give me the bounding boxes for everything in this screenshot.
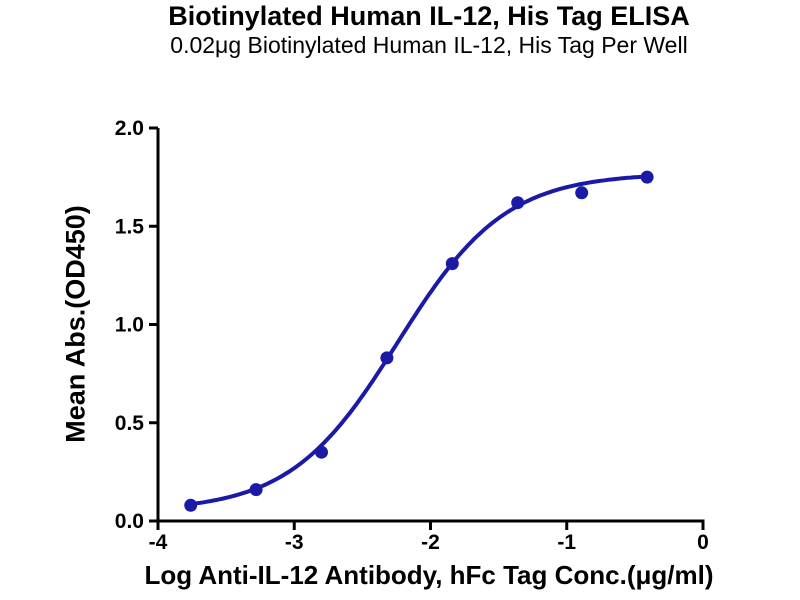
x-tick-label: -3 — [285, 531, 304, 554]
data-point — [511, 196, 525, 210]
data-point — [249, 483, 263, 497]
data-point — [575, 186, 589, 200]
y-tick-label: 0.0 — [115, 510, 144, 533]
data-point — [445, 257, 459, 271]
x-tick-label: -4 — [149, 531, 168, 554]
x-axis-label: Log Anti-IL-12 Antibody, hFc Tag Conc.(μ… — [144, 560, 714, 590]
chart-title: Biotinylated Human IL-12, His Tag ELISA — [168, 1, 690, 31]
data-point — [640, 170, 654, 184]
y-tick-label: 0.5 — [115, 412, 145, 435]
x-tick-label: 0 — [697, 531, 709, 554]
y-tick-label: 1.5 — [115, 215, 145, 238]
x-tick-label: -2 — [421, 531, 440, 554]
chart-subtitle: 0.02μg Biotinylated Human IL-12, His Tag… — [170, 32, 688, 58]
data-point — [184, 498, 198, 512]
data-point — [380, 351, 394, 365]
y-tick-label: 1.0 — [115, 314, 144, 337]
data-point — [315, 445, 328, 459]
dose-response-curve — [188, 174, 650, 507]
x-tick-label: -1 — [557, 531, 576, 554]
y-tick-label: 2.0 — [115, 117, 144, 140]
